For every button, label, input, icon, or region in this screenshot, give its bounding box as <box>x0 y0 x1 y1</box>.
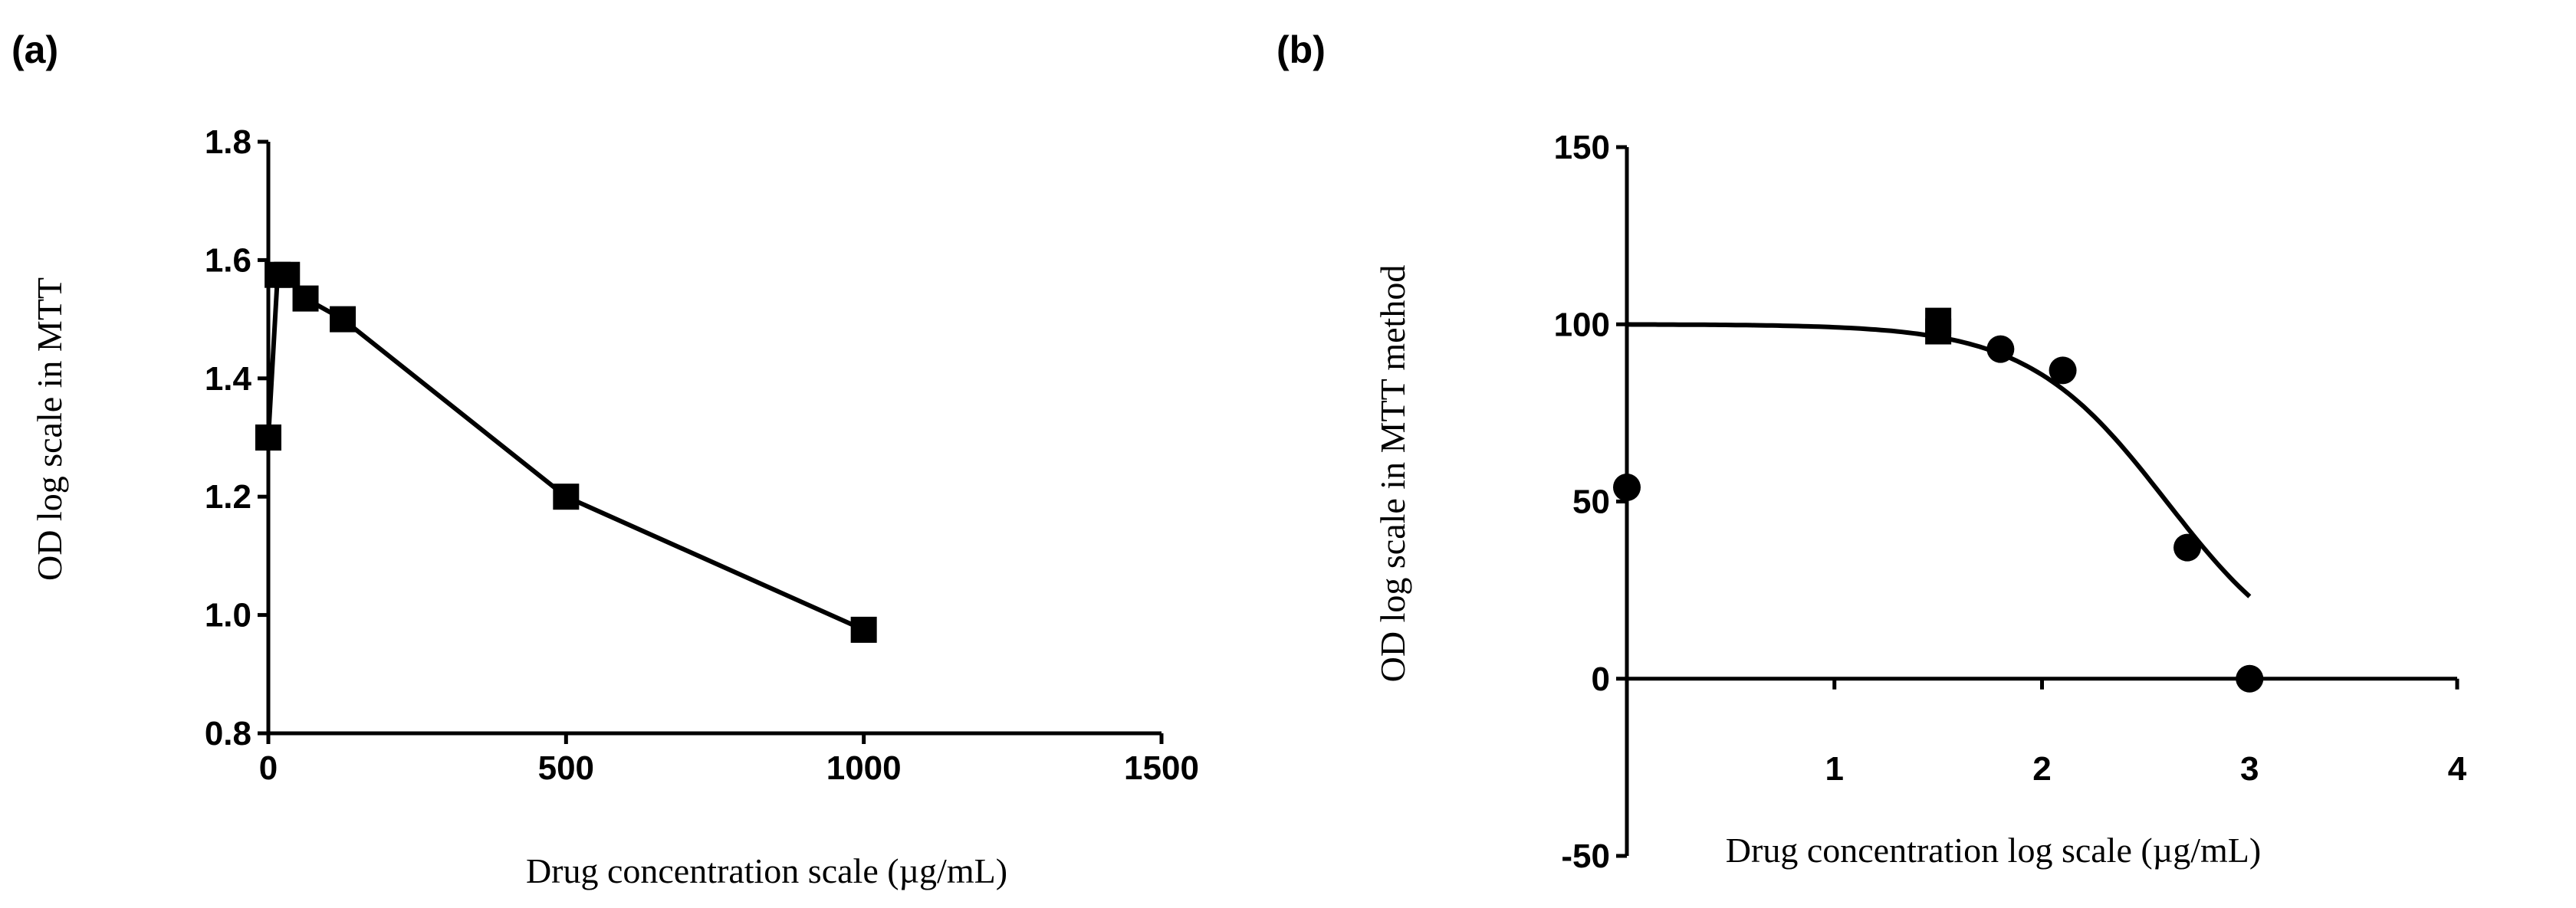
panel-a-data-point <box>255 424 281 451</box>
panel-a-x-axis-title: Drug concentration scale (µg/mL) <box>526 851 1007 890</box>
panel-a-data-point <box>850 616 877 643</box>
panel-a-y-tick-label: 1.0 <box>205 597 251 634</box>
panel-a-ticks: 0 500 1000 1500 0.8 1.0 1.2 1.4 1.6 1.8 <box>205 123 1199 787</box>
panel-b-marks <box>1613 307 2264 693</box>
panel-b-circle-point <box>2049 356 2077 385</box>
panel-a-y-axis-title: OD log scale in MTT <box>30 277 69 581</box>
panel-a-y-tick-label: 1.6 <box>205 241 251 279</box>
panel-a-y-tick-label: 0.8 <box>205 715 251 752</box>
panel-b-x-tick-label: 3 <box>2240 750 2259 788</box>
panel-a-data-point <box>330 306 356 333</box>
panel-b-fit-curve <box>1626 322 2252 598</box>
panel-b-square-point <box>1925 318 1952 345</box>
panel-a-x-tick-label: 0 <box>259 749 278 787</box>
panel-b-x-tick-label: 4 <box>2448 750 2467 788</box>
panel-a-data-point <box>292 285 319 312</box>
panel-b-y-tick-label: 100 <box>1554 306 1610 343</box>
panel-a: (a) 0 500 1000 1500 0.8 1.0 1.2 1.4 1.6 1.8 Drug … <box>12 28 1199 890</box>
panel-b-label: (b) <box>1276 28 1326 71</box>
panel-b: (b) 1 2 3 4 -50 0 50 100 150 Drug concentration … <box>1276 28 2467 875</box>
panel-b-y-tick-label: 150 <box>1554 129 1610 166</box>
panel-b-y-tick-label: 0 <box>1592 661 1610 698</box>
panel-b-circle-point <box>1613 474 1641 501</box>
panel-a-label: (a) <box>12 28 58 71</box>
panel-b-y-tick-label: 50 <box>1572 484 1610 521</box>
panel-a-marks <box>255 261 877 643</box>
panel-a-y-tick-label: 1.4 <box>205 360 252 398</box>
panel-b-y-tick-label: -50 <box>1561 838 1610 875</box>
panel-a-axes <box>266 142 1162 736</box>
panel-b-y-axis-title: OD log scale in MTT method <box>1373 265 1412 683</box>
panel-a-series-line <box>266 272 865 632</box>
panel-a-data-point <box>553 484 580 510</box>
panel-b-x-tick-label: 1 <box>1825 750 1844 788</box>
panel-b-circle-point <box>2174 533 2202 562</box>
panel-a-x-tick-label: 1000 <box>826 749 902 787</box>
panel-b-circle-point <box>1986 335 2015 363</box>
panel-b-x-tick-label: 2 <box>2032 750 2051 788</box>
panel-a-x-tick-label: 1500 <box>1124 749 1199 787</box>
panel-a-y-tick-label: 1.2 <box>205 478 251 516</box>
panel-b-x-axis-title: Drug concentration log scale (µg/mL) <box>1726 831 2261 870</box>
panel-a-y-tick-label: 1.8 <box>205 123 251 161</box>
panel-b-circle-point <box>2236 664 2264 693</box>
panel-a-data-point <box>274 261 301 288</box>
panel-b-ticks: 1 2 3 4 -50 0 50 100 150 <box>1554 129 2467 875</box>
panel-a-x-tick-label: 500 <box>538 749 594 787</box>
